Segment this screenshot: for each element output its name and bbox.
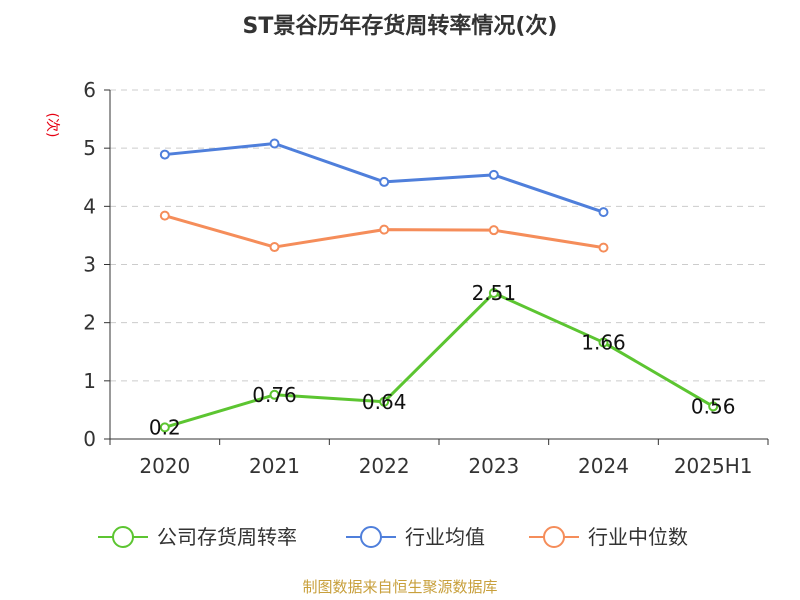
x-tick-label: 2024 <box>578 454 629 478</box>
y-tick-label: 0 <box>83 427 96 451</box>
y-tick-label: 3 <box>83 253 96 277</box>
x-tick-label: 2022 <box>359 454 410 478</box>
data-point[interactable] <box>269 138 280 149</box>
x-tick-label: 2020 <box>139 454 190 478</box>
data-label: 0.76 <box>252 383 297 407</box>
data-point[interactable] <box>379 396 390 407</box>
data-point[interactable] <box>379 224 390 235</box>
legend-marker[interactable] <box>112 526 134 548</box>
legend-label[interactable]: 行业中位数 <box>588 525 688 549</box>
data-label: 0.2 <box>149 415 181 439</box>
data-point[interactable] <box>159 149 170 160</box>
data-labels: 0.2 0.76 0.64 2.51 1.66 0.56 <box>149 281 736 439</box>
y-tick-label: 2 <box>83 311 96 335</box>
chart-title: ST景谷历年存货周转率情况(次) <box>243 13 558 39</box>
legend: 公司存货周转率 行业均值 行业中位数 <box>98 525 688 549</box>
series-line-0 <box>164 291 714 429</box>
y-tick-label: 6 <box>83 78 96 102</box>
data-point[interactable] <box>708 401 719 412</box>
data-point[interactable] <box>488 288 499 299</box>
data-point[interactable] <box>269 389 280 400</box>
y-tick-label: 5 <box>83 136 96 160</box>
legend-label[interactable]: 公司存货周转率 <box>157 525 297 549</box>
x-tick-label: 2021 <box>249 454 300 478</box>
x-tick-label: 2023 <box>468 454 519 478</box>
y-tick-label: 4 <box>83 194 96 218</box>
source-note: 制图数据来自恒生聚源数据库 <box>302 578 497 596</box>
data-label: 2.51 <box>472 281 517 305</box>
data-point[interactable] <box>598 242 609 253</box>
legend-marker[interactable] <box>360 526 382 548</box>
data-point[interactable] <box>598 207 609 218</box>
series-lines <box>159 138 719 433</box>
data-point[interactable] <box>159 422 170 433</box>
x-tick-label: 2025H1 <box>674 454 753 478</box>
y-axis-title: (次) <box>44 113 60 138</box>
gridlines <box>110 89 768 382</box>
data-label: 1.66 <box>581 330 626 354</box>
data-point[interactable] <box>269 242 280 253</box>
data-point[interactable] <box>159 210 170 221</box>
legend-label[interactable]: 行业均值 <box>405 525 485 549</box>
data-point[interactable] <box>379 176 390 187</box>
data-point[interactable] <box>598 337 609 348</box>
legend-marker[interactable] <box>543 526 565 548</box>
y-tick-label: 1 <box>83 369 96 393</box>
data-point[interactable] <box>488 169 499 180</box>
data-label: 0.64 <box>362 390 407 414</box>
axes: 0 1 2 3 4 5 6 2020 2021 2022 2023 2024 2025H1 <box>83 78 769 478</box>
data-point[interactable] <box>488 225 499 236</box>
data-label: 0.56 <box>691 394 736 418</box>
